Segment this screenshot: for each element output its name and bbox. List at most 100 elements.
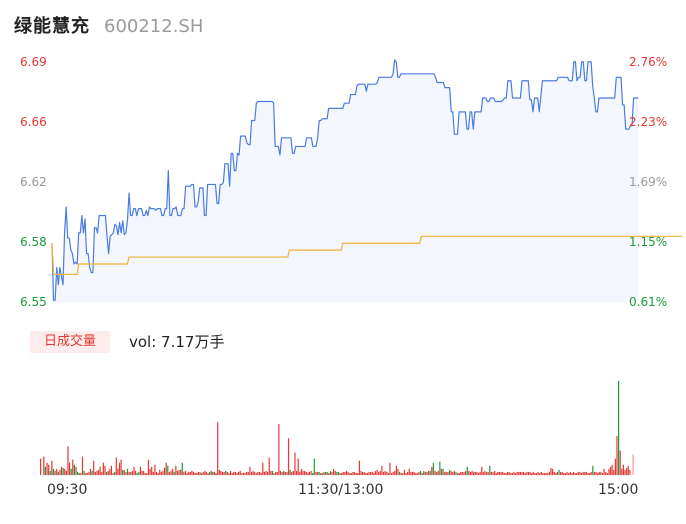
volume-bar [134, 470, 137, 475]
volume-bar [162, 470, 164, 475]
volume-bar [632, 454, 634, 475]
volume-bar [540, 471, 542, 475]
volume-bar [539, 472, 541, 475]
volume-bar [434, 470, 436, 475]
volume-bar [291, 471, 293, 475]
volume-bar [321, 472, 323, 475]
volume-bar [218, 469, 220, 475]
volume-bar [120, 459, 122, 475]
volume-bar [466, 466, 468, 475]
volume-bar [511, 472, 513, 475]
volume-bar [592, 465, 594, 475]
volume-bar [271, 470, 274, 475]
volume-bar [585, 471, 587, 475]
volume-bar [469, 471, 472, 475]
volume-bar [510, 472, 512, 475]
volume-bar [130, 471, 132, 475]
y-left-tick-label: 6.69 [20, 55, 47, 69]
volume-bar [347, 471, 349, 475]
volume-bar [535, 472, 538, 475]
volume-bar [374, 470, 377, 475]
volume-bar [221, 471, 224, 475]
volume-bar [223, 471, 225, 475]
volume-bar [228, 472, 230, 475]
volume-bar [529, 471, 531, 475]
volume-bar [482, 471, 484, 475]
volume-bar [173, 471, 175, 475]
volume-bar [492, 471, 494, 475]
volume-bar [526, 471, 528, 475]
x-tick-label: 11:30/13:00 [298, 482, 384, 498]
volume-bar [275, 471, 277, 475]
volume-bar [107, 470, 109, 475]
volume-bar [516, 471, 518, 475]
volume-bar [564, 472, 567, 475]
volume-bar [353, 471, 356, 475]
volume-bar [524, 472, 526, 475]
volume-bar [627, 465, 629, 475]
volume-bar [397, 468, 399, 475]
volume-bar [408, 468, 410, 475]
volume-bar [329, 470, 331, 475]
volume-bar [362, 471, 364, 475]
volume-bar [360, 470, 362, 475]
volume-bar [328, 472, 330, 475]
volume-bar [101, 471, 103, 475]
volume-bar [337, 471, 340, 475]
volume-bar [479, 471, 481, 475]
volume-bar [390, 472, 393, 475]
volume-bar [423, 470, 425, 475]
volume-bar [299, 471, 301, 475]
x-tick-label: 15:00 [598, 482, 639, 498]
volume-bar [257, 471, 259, 475]
volume-bar [421, 472, 423, 475]
volume-bar [521, 471, 523, 475]
volume-bar [324, 471, 327, 475]
volume-bar [128, 471, 130, 475]
volume-bar [551, 468, 554, 475]
volume-bar [505, 472, 507, 475]
volume-bar [59, 469, 61, 475]
volume-bar [436, 471, 438, 475]
volume-bar [484, 470, 486, 475]
volume-bar [595, 471, 597, 475]
volume-bar [181, 462, 183, 475]
volume-bar [192, 471, 195, 475]
volume-bar [608, 468, 610, 475]
volume-bar [97, 469, 100, 475]
volume-bar [136, 472, 138, 475]
volume-bar [553, 471, 555, 475]
volume-bar [622, 464, 625, 475]
volume-bar [86, 472, 88, 475]
y-right-tick-label: 0.61% [629, 295, 668, 309]
volume-bar [70, 468, 72, 475]
volume-bar [542, 472, 544, 475]
volume-bar [267, 471, 269, 475]
volume-bar [262, 462, 264, 475]
volume-bar [371, 471, 373, 475]
volume-bar [67, 446, 69, 475]
volume-bar [424, 471, 426, 475]
volume-bar [43, 456, 45, 475]
volume-bar [289, 469, 291, 475]
volume-bar [400, 472, 402, 475]
volume-bar [154, 464, 156, 475]
volume-bar [250, 471, 253, 475]
volume-bar [341, 472, 343, 475]
volume-bar [392, 471, 394, 475]
volume-bar [252, 470, 254, 475]
volume-bar [159, 469, 161, 475]
volume-bar [613, 469, 615, 475]
volume-bar [115, 457, 117, 475]
volume-bar [381, 465, 383, 475]
volume-bar [163, 467, 166, 475]
volume-bar [411, 471, 414, 475]
chart-header: 绿能慧充 600212.SH [14, 12, 203, 42]
volume-bar [543, 472, 546, 475]
volume-bar [287, 438, 290, 475]
volume-bar [415, 472, 417, 475]
volume-bar [624, 469, 626, 475]
volume-bar [395, 465, 398, 475]
